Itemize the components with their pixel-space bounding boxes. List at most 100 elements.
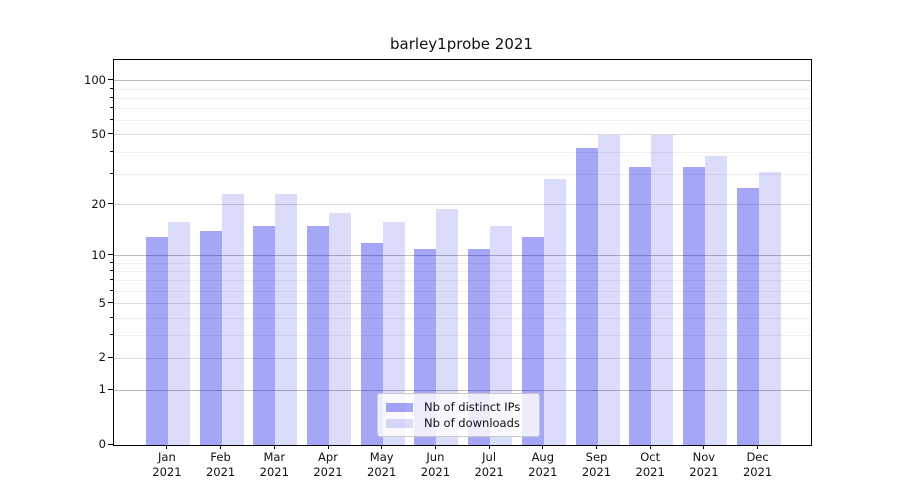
chart-title: barley1probe 2021 <box>390 35 533 53</box>
x-tick-mark <box>381 445 383 449</box>
bar-distinct-ips <box>253 226 276 445</box>
bars-layer <box>114 60 811 445</box>
y-tick-mark-minor <box>110 96 113 98</box>
gridline-minor <box>114 108 811 110</box>
x-tick-label: Apr 2021 <box>313 450 343 479</box>
y-tick-mark <box>108 443 113 445</box>
x-tick-mark <box>166 445 168 449</box>
x-tick-label: Mar 2021 <box>259 450 289 479</box>
gridline-major <box>114 255 811 257</box>
y-tick-mark-minor <box>110 87 113 89</box>
legend-label: Nb of downloads <box>424 416 520 430</box>
bar-distinct-ips <box>521 236 544 445</box>
y-tick-label: 50 <box>91 126 106 141</box>
y-tick-mark <box>108 356 113 358</box>
x-tick-label: Jan 2021 <box>152 450 182 479</box>
gridline-minor <box>114 151 811 153</box>
y-tick-mark <box>108 133 113 135</box>
gridline-major <box>114 357 811 359</box>
y-tick-mark-minor <box>110 270 113 272</box>
gridline-major <box>114 389 811 391</box>
legend: Nb of distinct IPs Nb of downloads <box>377 393 540 437</box>
gridline-major <box>114 303 811 305</box>
x-tick-label: Jun 2021 <box>420 450 451 479</box>
x-tick-mark <box>542 445 544 449</box>
x-tick-label: Nov 2021 <box>689 450 719 479</box>
gridline-minor <box>114 262 811 264</box>
y-tick-label: 20 <box>91 196 106 211</box>
y-tick-mark-minor <box>110 334 113 336</box>
bar-distinct-ips <box>145 236 168 445</box>
y-tick-mark <box>108 302 113 304</box>
y-tick-mark-minor <box>110 107 113 109</box>
legend-label: Nb of distinct IPs <box>424 400 521 414</box>
gridline-minor <box>114 335 811 337</box>
x-tick-mark <box>327 445 329 449</box>
x-tick-label: Sep 2021 <box>581 450 612 479</box>
x-tick-label: Aug 2021 <box>528 450 558 479</box>
x-tick-mark <box>273 445 275 449</box>
y-tick-mark-minor <box>110 119 113 121</box>
legend-row-distinct-ips: Nb of distinct IPs <box>386 400 531 414</box>
bar-downloads <box>436 208 459 445</box>
y-tick-mark-minor <box>110 279 113 281</box>
x-tick-mark <box>434 445 436 449</box>
y-tick-mark-minor <box>110 172 113 174</box>
bar-distinct-ips <box>199 231 222 445</box>
y-tick-mark-minor <box>110 316 113 318</box>
x-tick-mark <box>596 445 597 449</box>
bar-distinct-ips <box>736 188 759 445</box>
y-tick-label: 5 <box>98 295 106 310</box>
y-tick-label: 0 <box>98 437 106 451</box>
grid-layer <box>114 60 811 445</box>
y-tick-mark <box>108 388 113 390</box>
y-tick-mark-minor <box>110 261 113 263</box>
y-tick-label: 10 <box>91 247 106 262</box>
bar-downloads <box>221 194 244 445</box>
x-tick-mark <box>649 445 651 449</box>
y-tick-mark-minor <box>110 290 113 291</box>
y-tick-mark-minor <box>110 150 113 152</box>
gridline-minor <box>114 280 811 282</box>
y-tick-mark <box>108 254 113 256</box>
y-tick-mark <box>108 203 113 205</box>
bar-downloads <box>597 134 620 445</box>
x-tick-mark <box>220 445 222 449</box>
x-tick-label: Dec 2021 <box>742 450 773 479</box>
bar-downloads <box>275 194 298 445</box>
gridline-major <box>114 134 811 136</box>
bar-downloads <box>758 171 781 445</box>
y-tick-label: 1 <box>98 382 106 397</box>
bar-downloads <box>329 212 351 445</box>
bar-distinct-ips <box>629 166 652 445</box>
gridline-minor <box>114 97 811 99</box>
y-tick-mark <box>108 79 113 81</box>
x-tick-mark <box>703 445 705 449</box>
gridline-minor <box>114 173 811 175</box>
x-tick-label: Oct 2021 <box>635 450 665 479</box>
x-tick-label: Feb 2021 <box>205 450 236 479</box>
gridline-minor <box>114 271 811 273</box>
gridline-minor <box>114 120 811 122</box>
bar-downloads <box>167 221 190 445</box>
y-tick-label: 2 <box>98 350 106 365</box>
legend-row-downloads: Nb of downloads <box>386 416 531 430</box>
gridline-minor <box>114 88 811 90</box>
bar-downloads <box>704 156 727 445</box>
y-tick-label: 100 <box>84 72 106 87</box>
gridline-major <box>114 80 811 82</box>
bar-downloads <box>382 221 405 445</box>
bar-distinct-ips <box>575 148 598 445</box>
legend-swatch-distinct-ips <box>386 402 413 412</box>
x-tick-label: Jul 2021 <box>474 450 504 479</box>
gridline-minor <box>114 317 811 319</box>
plot-area <box>113 59 812 446</box>
x-tick-label: May 2021 <box>367 450 397 479</box>
bar-downloads <box>543 179 566 445</box>
bar-downloads <box>651 134 674 445</box>
bar-downloads <box>490 226 513 445</box>
x-tick-mark <box>488 445 490 449</box>
